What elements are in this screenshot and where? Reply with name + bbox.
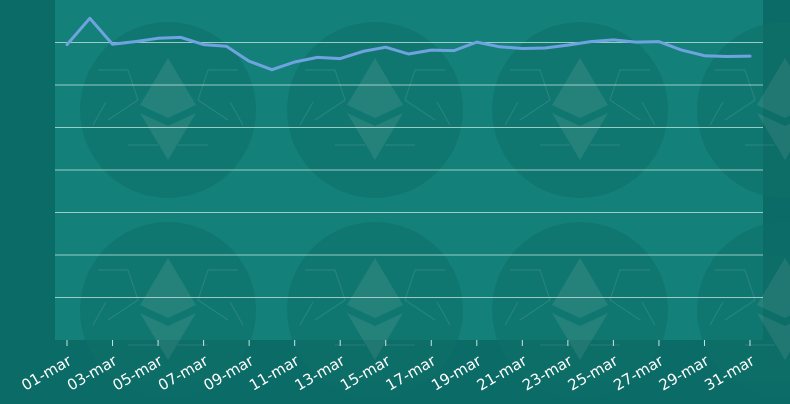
- chart-canvas: 01-mar03-mar05-mar07-mar09-mar11-mar13-m…: [0, 0, 790, 400]
